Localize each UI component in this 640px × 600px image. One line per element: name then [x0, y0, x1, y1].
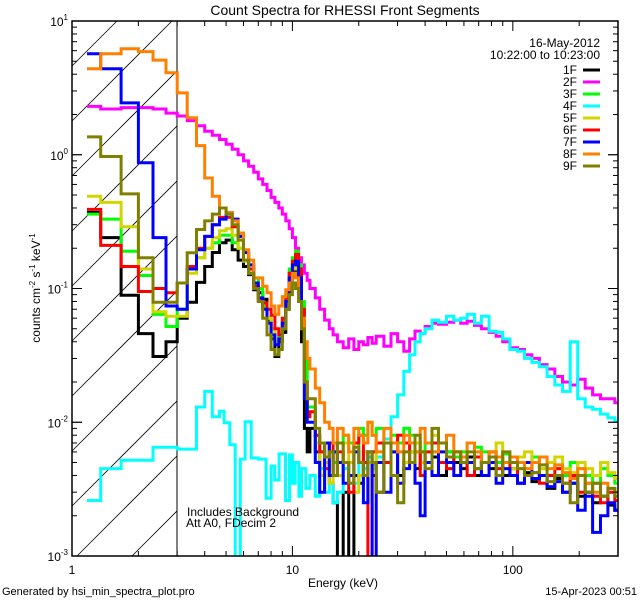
y-tick-label: 10-1 — [48, 281, 69, 297]
legend-label-1f: 1F — [563, 63, 577, 77]
hatch-line — [71, 235, 178, 342]
legend-label-4f: 4F — [563, 99, 577, 113]
series-line-9f — [87, 135, 618, 505]
x-tick-label: 100 — [503, 563, 523, 577]
plot-frame — [71, 20, 619, 557]
hatched-region — [71, 20, 178, 557]
x-tick-label: 1 — [69, 563, 76, 577]
legend-label-8f: 8F — [563, 147, 577, 161]
legend-label-5f: 5F — [563, 111, 577, 125]
time-range-label: 10:22:00 to 10:23:00 — [490, 48, 600, 62]
y-tick-label: 101 — [50, 13, 68, 29]
annotation-attenuator: Att A0, FDecim 2 — [186, 516, 276, 530]
legend-label-6f: 6F — [563, 123, 577, 137]
chart-title: Count Spectra for RHESSI Front Segments — [210, 2, 479, 18]
date-label: 16-May-2012 — [529, 36, 600, 50]
x-axis-label: Energy (keV) — [308, 576, 378, 590]
hatch-line — [131, 510, 178, 557]
hatch-line — [76, 455, 178, 557]
y-axis-label: counts cm-2 s-1 keV-1 — [28, 233, 43, 343]
x-tick-label: 10 — [286, 563, 300, 577]
hatch-line — [71, 290, 178, 397]
hatch-line — [71, 345, 178, 452]
legend-label-7f: 7F — [563, 135, 577, 149]
hatch-line — [71, 20, 118, 67]
y-tick-label: 100 — [50, 147, 68, 163]
hatch-line — [71, 70, 178, 177]
annotation-background: Includes Background — [187, 505, 299, 519]
hatch-line — [71, 180, 178, 287]
hatch-line — [71, 400, 178, 507]
y-tick-label: 10-2 — [48, 414, 69, 430]
generated-by-label: Generated by hsi_min_spectra_plot.pro — [2, 586, 195, 598]
y-tick-label: 10-3 — [48, 548, 69, 564]
legend-label-9f: 9F — [563, 159, 577, 173]
legend-label-2f: 2F — [563, 75, 577, 89]
timestamp-label: 15-Apr-2023 00:51 — [545, 586, 637, 598]
legend-label-3f: 3F — [563, 87, 577, 101]
